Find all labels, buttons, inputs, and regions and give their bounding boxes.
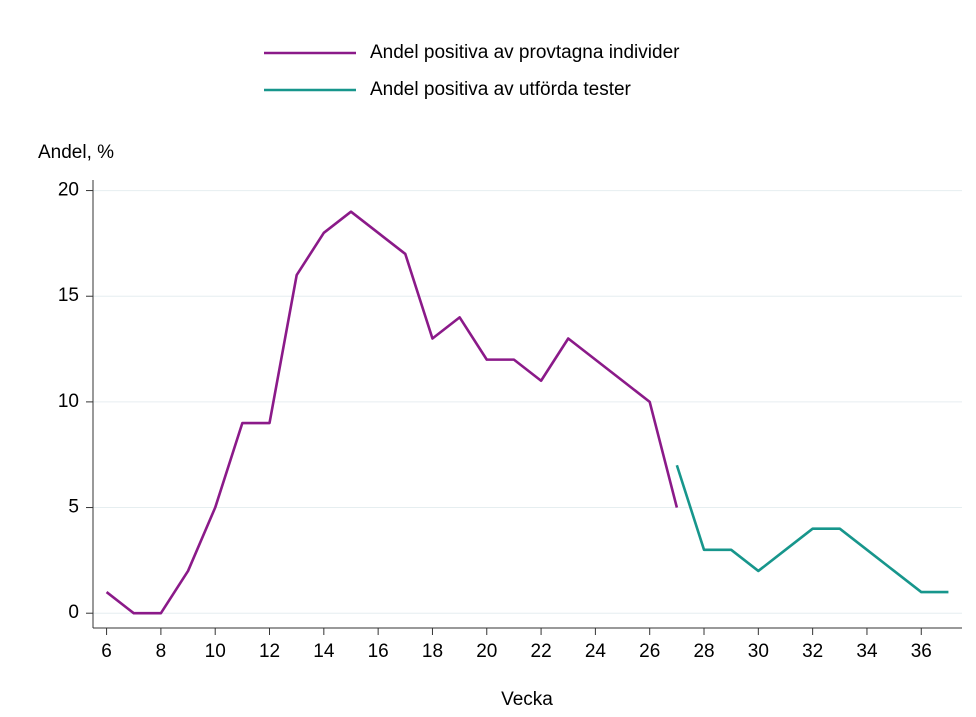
y-tick-label: 20 xyxy=(58,180,79,201)
x-axis-title: Vecka xyxy=(501,689,553,710)
series-line xyxy=(675,464,949,594)
x-tick-label: 36 xyxy=(911,641,932,662)
x-tick-label: 8 xyxy=(156,641,167,662)
x-tick-label: 20 xyxy=(476,641,497,662)
x-tick-label: 10 xyxy=(205,641,226,662)
y-tick-label: 15 xyxy=(58,285,79,306)
x-tick-label: 22 xyxy=(531,641,552,662)
legend-label: Andel positiva av provtagna individer xyxy=(370,42,680,63)
series-line xyxy=(105,210,679,615)
y-tick-label: 0 xyxy=(68,602,79,623)
legend-label: Andel positiva av utförda tester xyxy=(370,79,632,100)
x-tick-label: 14 xyxy=(313,641,335,662)
x-tick-label: 28 xyxy=(693,641,714,662)
y-axis-title: Andel, % xyxy=(38,142,114,163)
x-tick-label: 6 xyxy=(101,641,112,662)
x-tick-label: 26 xyxy=(639,641,660,662)
x-tick-label: 18 xyxy=(422,641,443,662)
y-tick-label: 5 xyxy=(68,497,79,518)
x-tick-label: 30 xyxy=(748,641,769,662)
x-tick-label: 32 xyxy=(802,641,823,662)
x-tick-label: 34 xyxy=(856,641,878,662)
x-tick-label: 24 xyxy=(585,641,607,662)
x-tick-label: 16 xyxy=(368,641,389,662)
x-tick-label: 12 xyxy=(259,641,280,662)
y-tick-label: 10 xyxy=(58,391,79,412)
